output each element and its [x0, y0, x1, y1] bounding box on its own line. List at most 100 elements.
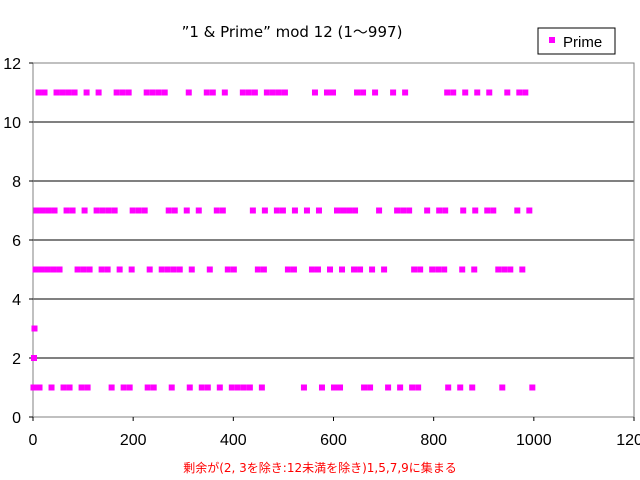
data-point — [83, 89, 90, 96]
data-point — [263, 89, 270, 96]
data-point — [95, 89, 102, 96]
data-point — [381, 266, 388, 273]
y-tick-label: 2 — [12, 351, 21, 368]
data-points — [30, 89, 536, 391]
data-point — [303, 207, 310, 214]
data-point — [331, 384, 338, 391]
data-point — [450, 89, 457, 96]
data-point — [171, 207, 178, 214]
legend-label-prime: Prime — [563, 34, 602, 51]
data-point — [469, 384, 476, 391]
data-point — [38, 266, 45, 273]
data-point — [490, 207, 497, 214]
axis-ticks: 0 2 4 6 8 10 12 0 200 400 600 800 1000 1200 — [3, 56, 640, 449]
data-point — [258, 384, 265, 391]
data-point — [360, 89, 367, 96]
data-point — [246, 384, 253, 391]
data-point — [185, 89, 192, 96]
data-point — [318, 384, 325, 391]
data-point — [228, 384, 235, 391]
data-point — [129, 207, 136, 214]
y-tick-label: 8 — [12, 174, 21, 191]
data-point — [213, 207, 220, 214]
data-point — [519, 266, 526, 273]
y-tick-label: 6 — [12, 233, 21, 250]
data-point — [308, 266, 315, 273]
data-point — [376, 207, 383, 214]
data-point — [143, 89, 150, 96]
data-point — [74, 266, 81, 273]
x-tick-label: 800 — [420, 432, 447, 449]
data-point — [240, 384, 247, 391]
data-point — [31, 355, 38, 361]
data-point — [128, 266, 135, 273]
data-point — [411, 266, 418, 273]
data-point — [135, 207, 142, 214]
data-point — [291, 207, 298, 214]
data-point — [273, 207, 280, 214]
data-point — [474, 89, 481, 96]
data-point — [63, 207, 70, 214]
data-point — [161, 89, 168, 96]
data-point — [141, 207, 148, 214]
data-point — [176, 266, 183, 273]
data-point — [311, 89, 318, 96]
x-tick-label: 200 — [120, 432, 147, 449]
annotation-note: 剰余が(2, 3を除き:12未満を除き)1,5,7,9に集まる — [183, 460, 457, 475]
y-tick-label: 10 — [3, 115, 21, 132]
data-point — [352, 207, 359, 214]
data-point — [41, 89, 48, 96]
data-point — [48, 384, 55, 391]
data-point — [146, 266, 153, 273]
data-point — [195, 207, 202, 214]
data-point — [119, 89, 126, 96]
data-point — [234, 384, 241, 391]
data-point — [471, 266, 478, 273]
data-point — [71, 89, 78, 96]
data-point — [300, 384, 307, 391]
data-point — [111, 207, 118, 214]
data-point — [104, 266, 111, 273]
data-point — [120, 384, 127, 391]
data-point — [144, 384, 151, 391]
y-tick-label: 0 — [12, 410, 21, 427]
data-point — [507, 266, 514, 273]
data-point — [472, 207, 479, 214]
data-point — [84, 384, 91, 391]
data-point — [390, 89, 397, 96]
legend-box — [537, 27, 616, 55]
data-point — [36, 384, 43, 391]
data-point — [260, 266, 267, 273]
data-point — [329, 89, 336, 96]
data-point — [495, 266, 502, 273]
data-point — [275, 89, 282, 96]
data-point — [168, 384, 175, 391]
data-point — [113, 89, 120, 96]
data-point — [230, 266, 237, 273]
data-point — [462, 89, 469, 96]
data-point — [51, 207, 58, 214]
data-point — [504, 89, 511, 96]
data-point — [249, 207, 256, 214]
data-point — [394, 207, 401, 214]
legend-marker-prime — [549, 37, 555, 43]
data-point — [529, 384, 536, 391]
data-point — [442, 207, 449, 214]
x-tick-label: 0 — [29, 432, 38, 449]
data-point — [514, 207, 521, 214]
data-point — [372, 89, 379, 96]
data-point — [93, 207, 100, 214]
data-point — [69, 207, 76, 214]
data-point — [424, 207, 431, 214]
data-point — [183, 207, 190, 214]
y-tick-label: 12 — [3, 56, 21, 73]
data-point — [245, 89, 252, 96]
data-point — [66, 384, 73, 391]
data-point — [116, 266, 123, 273]
data-point — [86, 266, 93, 273]
data-point — [33, 207, 40, 214]
x-tick-label: 600 — [320, 432, 347, 449]
data-point — [522, 89, 529, 96]
data-point — [31, 325, 38, 332]
